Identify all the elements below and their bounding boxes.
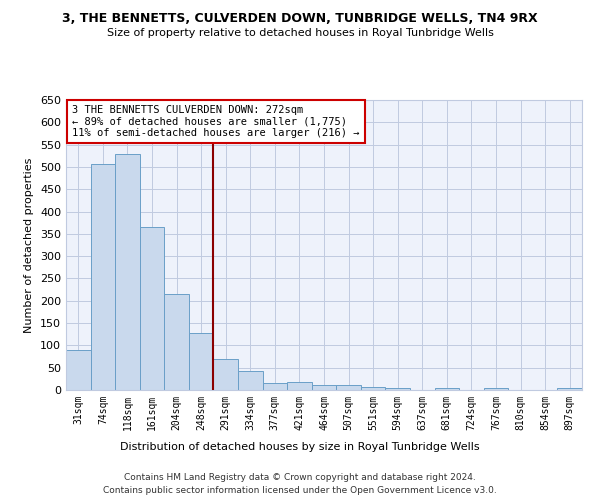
Bar: [287, 382, 312, 390]
Bar: [214, 359, 238, 390]
Bar: [312, 385, 336, 390]
Text: Size of property relative to detached houses in Royal Tunbridge Wells: Size of property relative to detached ho…: [107, 28, 493, 38]
Text: 3 THE BENNETTS CULVERDEN DOWN: 272sqm
← 89% of detached houses are smaller (1,77: 3 THE BENNETTS CULVERDEN DOWN: 272sqm ← …: [72, 105, 359, 138]
Bar: [140, 227, 164, 390]
Text: Contains HM Land Registry data © Crown copyright and database right 2024.: Contains HM Land Registry data © Crown c…: [124, 472, 476, 482]
Bar: [238, 372, 263, 390]
Bar: [385, 388, 410, 390]
Bar: [557, 388, 582, 390]
Bar: [484, 388, 508, 390]
Bar: [434, 388, 459, 390]
Bar: [361, 387, 385, 390]
Text: 3, THE BENNETTS, CULVERDEN DOWN, TUNBRIDGE WELLS, TN4 9RX: 3, THE BENNETTS, CULVERDEN DOWN, TUNBRID…: [62, 12, 538, 26]
Text: Contains public sector information licensed under the Open Government Licence v3: Contains public sector information licen…: [103, 486, 497, 495]
Text: Distribution of detached houses by size in Royal Tunbridge Wells: Distribution of detached houses by size …: [120, 442, 480, 452]
Bar: [336, 385, 361, 390]
Bar: [91, 164, 115, 390]
Bar: [164, 294, 189, 390]
Bar: [115, 154, 140, 390]
Y-axis label: Number of detached properties: Number of detached properties: [25, 158, 34, 332]
Bar: [189, 334, 214, 390]
Bar: [263, 384, 287, 390]
Bar: [66, 350, 91, 390]
